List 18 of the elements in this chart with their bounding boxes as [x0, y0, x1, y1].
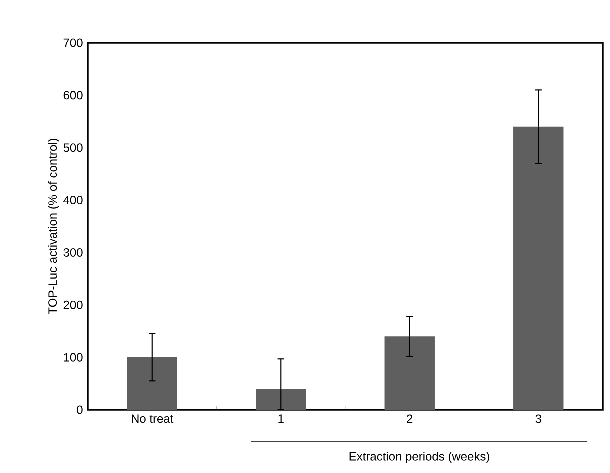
y-tick-label: 100: [64, 353, 83, 362]
bar: [256, 389, 306, 410]
bar: [127, 358, 178, 410]
y-tick-label: 600: [64, 91, 83, 100]
bar: [384, 336, 435, 410]
x-tick-label: 3: [536, 414, 542, 424]
y-tick-label: 0: [77, 406, 83, 414]
y-tick-label: 700: [64, 38, 83, 48]
x-tick-label: 2: [407, 414, 413, 424]
x-tick-label: 1: [278, 414, 284, 423]
y-axis-title: TOP-Luc activation (% of control): [48, 138, 60, 314]
bar: [514, 126, 564, 410]
y-tick-label: 400: [64, 196, 83, 205]
y-tick-label: 200: [64, 300, 83, 310]
y-tick-label: 300: [64, 248, 83, 257]
y-tick-label: 500: [64, 144, 83, 152]
x-tick-label: No treat: [132, 414, 174, 424]
x-axis-title: Extraction periods (weeks): [350, 452, 490, 464]
